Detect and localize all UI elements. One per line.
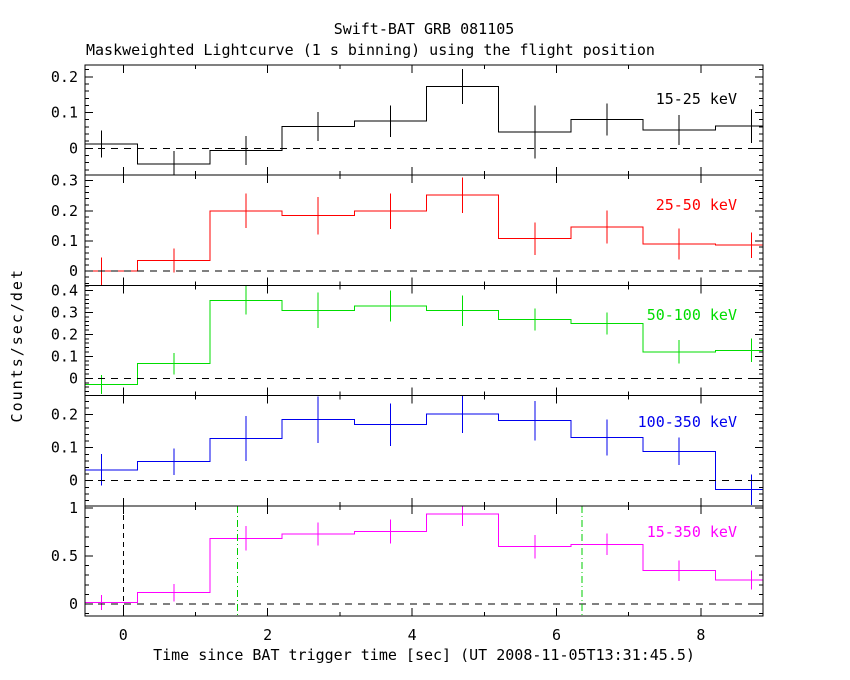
y-tick-label: 0.5	[51, 547, 78, 565]
panel-box-1	[84, 174, 764, 286]
step-curve-3	[85, 413, 763, 491]
panel-box-0	[84, 64, 764, 176]
panel-3	[85, 395, 763, 505]
panel-0	[85, 68, 763, 176]
panel-box-2	[84, 284, 764, 397]
y-tick-label: 0.4	[51, 281, 78, 299]
panel-4	[85, 505, 763, 616]
y-tick-label: 0.2	[51, 325, 78, 343]
y-tick-label: 0.3	[51, 172, 78, 190]
panel-box-4	[84, 505, 764, 617]
chart-title: Swift-BAT GRB 081105	[333, 20, 515, 38]
y-tick-label: 0	[69, 472, 78, 490]
x-axis-title: Time since BAT trigger time [sec] (UT 20…	[153, 646, 695, 664]
step-curve-1	[85, 194, 763, 272]
y-tick-label: 0.3	[51, 303, 78, 321]
panel-ticks-4	[85, 505, 763, 616]
band-label-25-50-kev: 25-50 keV	[655, 196, 737, 214]
step-curve-2	[85, 299, 763, 385]
y-tick-label: 0	[69, 139, 78, 157]
panel-ticks-0	[85, 65, 763, 176]
y-tick-label: 0.1	[51, 439, 78, 457]
y-tick-label: 0	[69, 369, 78, 387]
y-tick-label: 1	[69, 499, 78, 517]
step-curve-4	[85, 513, 763, 604]
x-tick-label: 8	[696, 626, 705, 644]
panel-ticks-2	[85, 285, 763, 396]
band-label-15-25-kev: 15-25 keV	[655, 90, 737, 108]
step-curve-0	[85, 86, 763, 165]
x-tick-label: 6	[552, 626, 561, 644]
panel-2	[85, 286, 763, 394]
y-tick-label: 0.2	[51, 406, 78, 424]
band-label-100-350-kev: 100-350 keV	[637, 413, 737, 431]
band-label-15-350-kev: 15-350 keV	[646, 523, 737, 541]
y-axis-title: Counts/sec/det	[8, 268, 26, 423]
y-tick-label: 0.2	[51, 202, 78, 220]
y-tick-label: 0.1	[51, 232, 78, 250]
panel-ticks-3	[85, 395, 763, 506]
panel-1	[85, 177, 763, 285]
y-tick-label: 0.1	[51, 104, 78, 122]
band-label-50-100-kev: 50-100 keV	[646, 306, 737, 324]
y-tick-label: 0.2	[51, 68, 78, 86]
y-tick-label: 0	[69, 262, 78, 280]
x-tick-label: 4	[408, 626, 417, 644]
y-tick-label: 0.1	[51, 347, 78, 365]
x-tick-label: 0	[119, 626, 128, 644]
y-tick-label: 0	[69, 595, 78, 613]
panel-ticks-1	[85, 175, 763, 286]
x-tick-label: 2	[263, 626, 272, 644]
chart-subtitle: Maskweighted Lightcurve (1 s binning) us…	[86, 41, 655, 59]
